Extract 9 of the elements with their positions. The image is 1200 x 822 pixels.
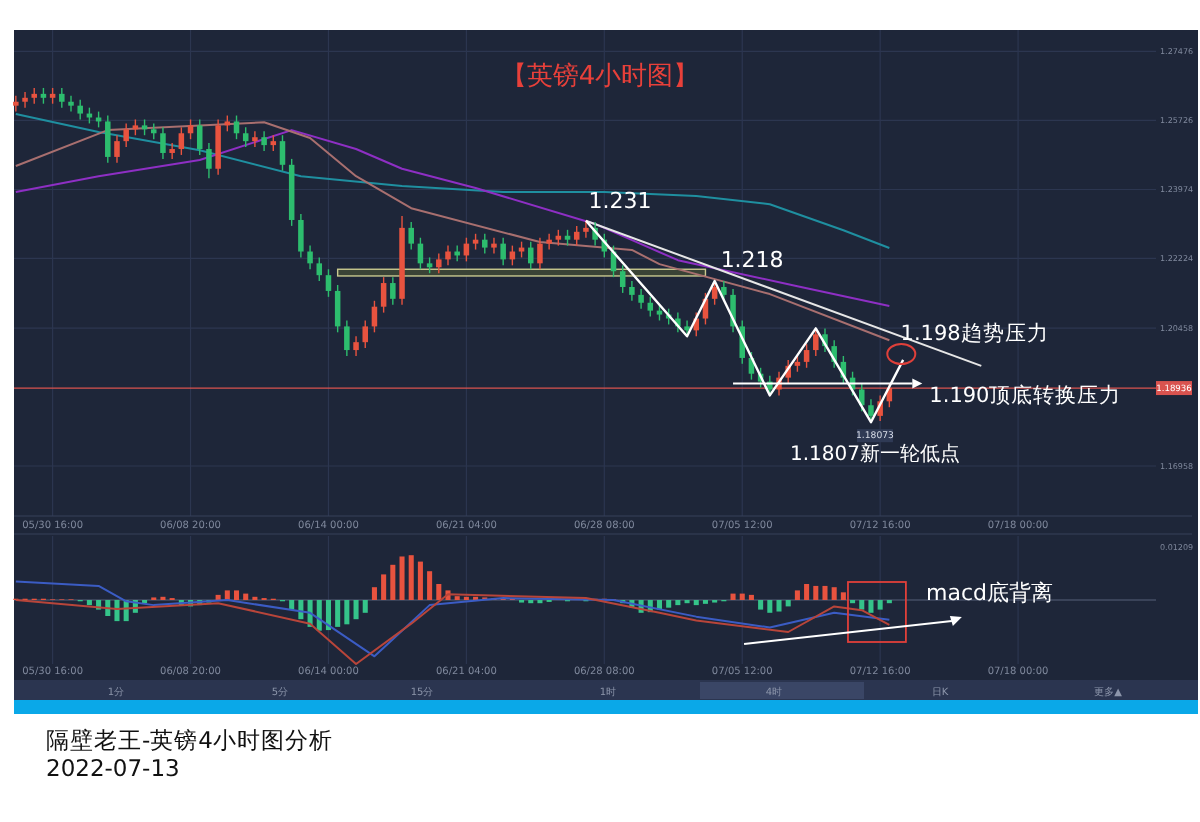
annotation: 1.1807新一轮低点 — [789, 442, 960, 467]
annotation: 1.218 — [720, 247, 784, 274]
annotation: macd底背离 — [926, 580, 1053, 606]
text: 2022-07-13 — [46, 754, 180, 782]
annotation: 1.190顶底转换压力 — [929, 381, 1122, 408]
text: 隔壁老王-英镑4小时图分析 — [46, 726, 333, 754]
text: 【英镑4小时图】 — [500, 62, 700, 92]
annotation: 1.231 — [588, 188, 652, 214]
annotation: 1.198趋势压力 — [900, 320, 1049, 346]
